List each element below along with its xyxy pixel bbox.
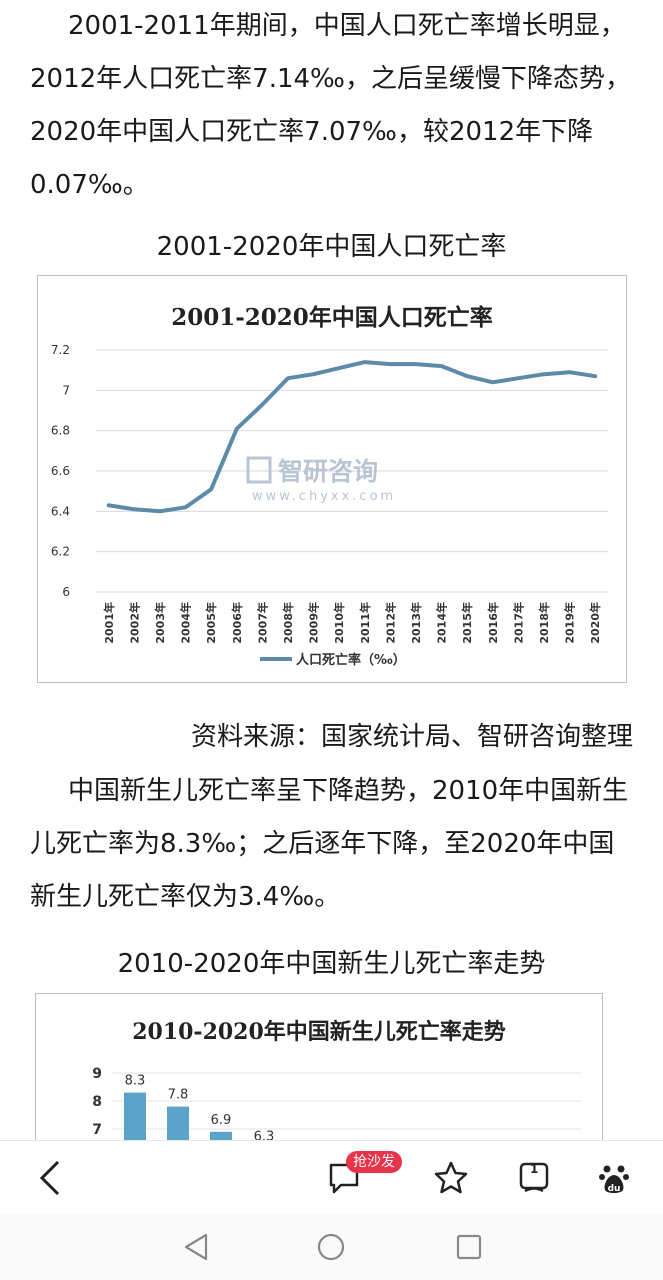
x-tick-label: 2008年 (281, 602, 295, 644)
chart-title: 2001-2020年中国人口死亡率 (171, 304, 493, 331)
nav-recents-button[interactable] (451, 1229, 487, 1265)
tabs-count: 1 (530, 1162, 539, 1176)
data-point (542, 372, 546, 376)
tabs-counter-icon (519, 1162, 549, 1193)
y-tick-label: 6.8 (51, 424, 70, 438)
star-icon (434, 1161, 468, 1194)
baidu-paw-icon: du (599, 1165, 629, 1194)
y-tick-label: 6.6 (51, 464, 70, 478)
chart-title: 2010-2020年中国新生儿死亡率走势 (132, 1019, 506, 1045)
death-rate-line-chart: 2001-2020年中国人口死亡率 6 6.2 6.4 6.6 6.8 7 7.2 智研咨询 w… (37, 275, 627, 683)
nav-home-button[interactable] (313, 1229, 349, 1265)
legend-label: 人口死亡率（‰） (296, 652, 406, 668)
nav-back-button[interactable] (178, 1229, 214, 1265)
x-tick-label: 2010年 (332, 602, 346, 644)
newborn-death-bar-chart: 2010-2020年中国新生儿死亡率走势 7 8 9 8.3 7.8 6.9 6.3 (35, 993, 603, 1140)
x-tick-label: 2009年 (307, 602, 321, 644)
favorite-button[interactable] (432, 1158, 470, 1198)
x-tick-label: 2019年 (563, 602, 577, 644)
x-tick-label: 2011年 (358, 602, 372, 644)
y-tick-label: 7 (92, 1122, 102, 1138)
data-point (516, 376, 520, 380)
bar-value-label: 6.3 (254, 1130, 275, 1140)
paragraph-newborn-death-rate: 中国新生儿死亡率呈下降趋势，2010年中国新生儿死亡率为8.3‰；之后逐年下降，… (30, 776, 629, 912)
y-tick-label: 7.2 (51, 343, 70, 357)
data-point (107, 503, 111, 507)
bar (124, 1092, 146, 1140)
data-point (440, 364, 444, 368)
paragraph-population-death-rate: 2001-2011年期间，中国人口死亡率增长明显，2012年人口死亡率7.14‰… (30, 11, 631, 200)
series-line (106, 360, 598, 514)
system-navigation-bar (0, 1215, 663, 1280)
bar (210, 1131, 232, 1140)
x-tick-label: 2005年 (204, 602, 218, 644)
x-tick-label: 2013年 (409, 602, 423, 644)
x-tick-label: 2018年 (537, 602, 551, 644)
watermark-logo-icon (246, 456, 272, 484)
article-body: 2001-2011年期间，中国人口死亡率增长明显，2012年人口死亡率7.14‰… (30, 11, 633, 1140)
x-tick-label: 2001年 (102, 602, 116, 644)
bar (167, 1106, 189, 1140)
y-tick-label: 9 (92, 1066, 102, 1082)
x-tick-label: 2016年 (486, 602, 500, 644)
bar-value-label: 6.9 (211, 1113, 232, 1128)
data-point (388, 362, 392, 366)
x-tick-label: 2003年 (153, 602, 167, 644)
data-point (260, 402, 264, 406)
data-point (568, 370, 572, 374)
data-point (337, 366, 341, 370)
baidu-button[interactable]: du (596, 1158, 632, 1198)
watermark-url: www.chyxx.com (252, 489, 396, 504)
bar-value-label: 7.8 (168, 1088, 189, 1103)
bar-value-label: 8.3 (125, 1074, 146, 1089)
data-point (184, 505, 188, 509)
y-tick-label: 7 (62, 383, 70, 397)
data-point (312, 372, 316, 376)
chart-caption-2: 2010-2020年中国新生儿死亡率走势 (117, 949, 546, 979)
x-tick-label: 2004年 (179, 602, 193, 644)
line-chart-svg: 6 6.2 6.4 6.6 6.8 7 7.2 智研咨询 www.chyxx.com 2001年 2… (51, 343, 608, 668)
data-point (209, 487, 213, 491)
comment-badge[interactable]: 抢沙发 (346, 1151, 402, 1173)
x-tick-label: 2020年 (588, 602, 602, 644)
square-recents-icon (456, 1234, 482, 1260)
back-button[interactable] (30, 1158, 70, 1198)
x-tick-label: 2002年 (127, 602, 141, 644)
y-tick-label: 6.2 (51, 545, 70, 559)
circle-home-icon (317, 1233, 345, 1261)
browser-bottom-toolbar: du (0, 1140, 663, 1216)
x-tick-label: 2014年 (435, 602, 449, 644)
chart-caption-1: 2001-2020年中国人口死亡率 (156, 232, 507, 262)
y-tick-label: 6.4 (51, 504, 70, 518)
bar-chart-svg: 7 8 9 8.3 7.8 6.9 6.3 (92, 1066, 581, 1140)
triangle-back-icon (184, 1233, 208, 1261)
x-tick-label: 2015年 (460, 602, 474, 644)
y-tick-label: 6 (62, 585, 70, 599)
x-tick-label: 2007年 (255, 602, 269, 644)
data-source: 资料来源：国家统计局、智研咨询整理 (190, 722, 633, 752)
data-point (465, 374, 469, 378)
tabs-button[interactable] (515, 1158, 553, 1198)
data-point (491, 380, 495, 384)
data-point (286, 376, 290, 380)
y-tick-label: 8 (92, 1094, 102, 1110)
data-point (132, 507, 136, 511)
x-tick-label: 2012年 (383, 602, 397, 644)
watermark-brand: 智研咨询 (278, 457, 378, 486)
x-tick-label: 2006年 (230, 602, 244, 644)
x-tick-label: 2017年 (511, 602, 525, 644)
data-point (363, 360, 367, 364)
data-point (158, 509, 162, 513)
chevron-left-icon (39, 1160, 60, 1196)
data-point (593, 374, 597, 378)
data-point (235, 427, 239, 431)
data-point (414, 362, 418, 366)
svg-text:du: du (608, 1184, 621, 1194)
